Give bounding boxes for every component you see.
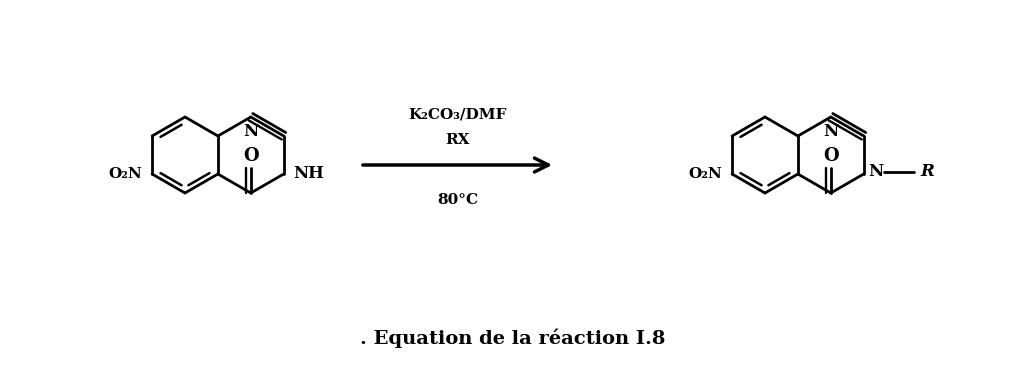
Text: O: O <box>823 147 838 165</box>
Text: N: N <box>243 123 259 139</box>
Text: O: O <box>243 147 259 165</box>
Text: . Equation de la réaction I.8: . Equation de la réaction I.8 <box>360 328 666 348</box>
Text: O₂N: O₂N <box>109 167 142 181</box>
Text: N: N <box>869 164 883 180</box>
Text: RX: RX <box>445 133 470 147</box>
Text: NH: NH <box>293 165 324 183</box>
Text: N: N <box>823 123 838 139</box>
Text: R: R <box>920 164 935 180</box>
Text: K₂CO₃/DMF: K₂CO₃/DMF <box>408 108 507 122</box>
Text: O₂N: O₂N <box>688 167 722 181</box>
Text: 80°C: 80°C <box>437 193 478 207</box>
